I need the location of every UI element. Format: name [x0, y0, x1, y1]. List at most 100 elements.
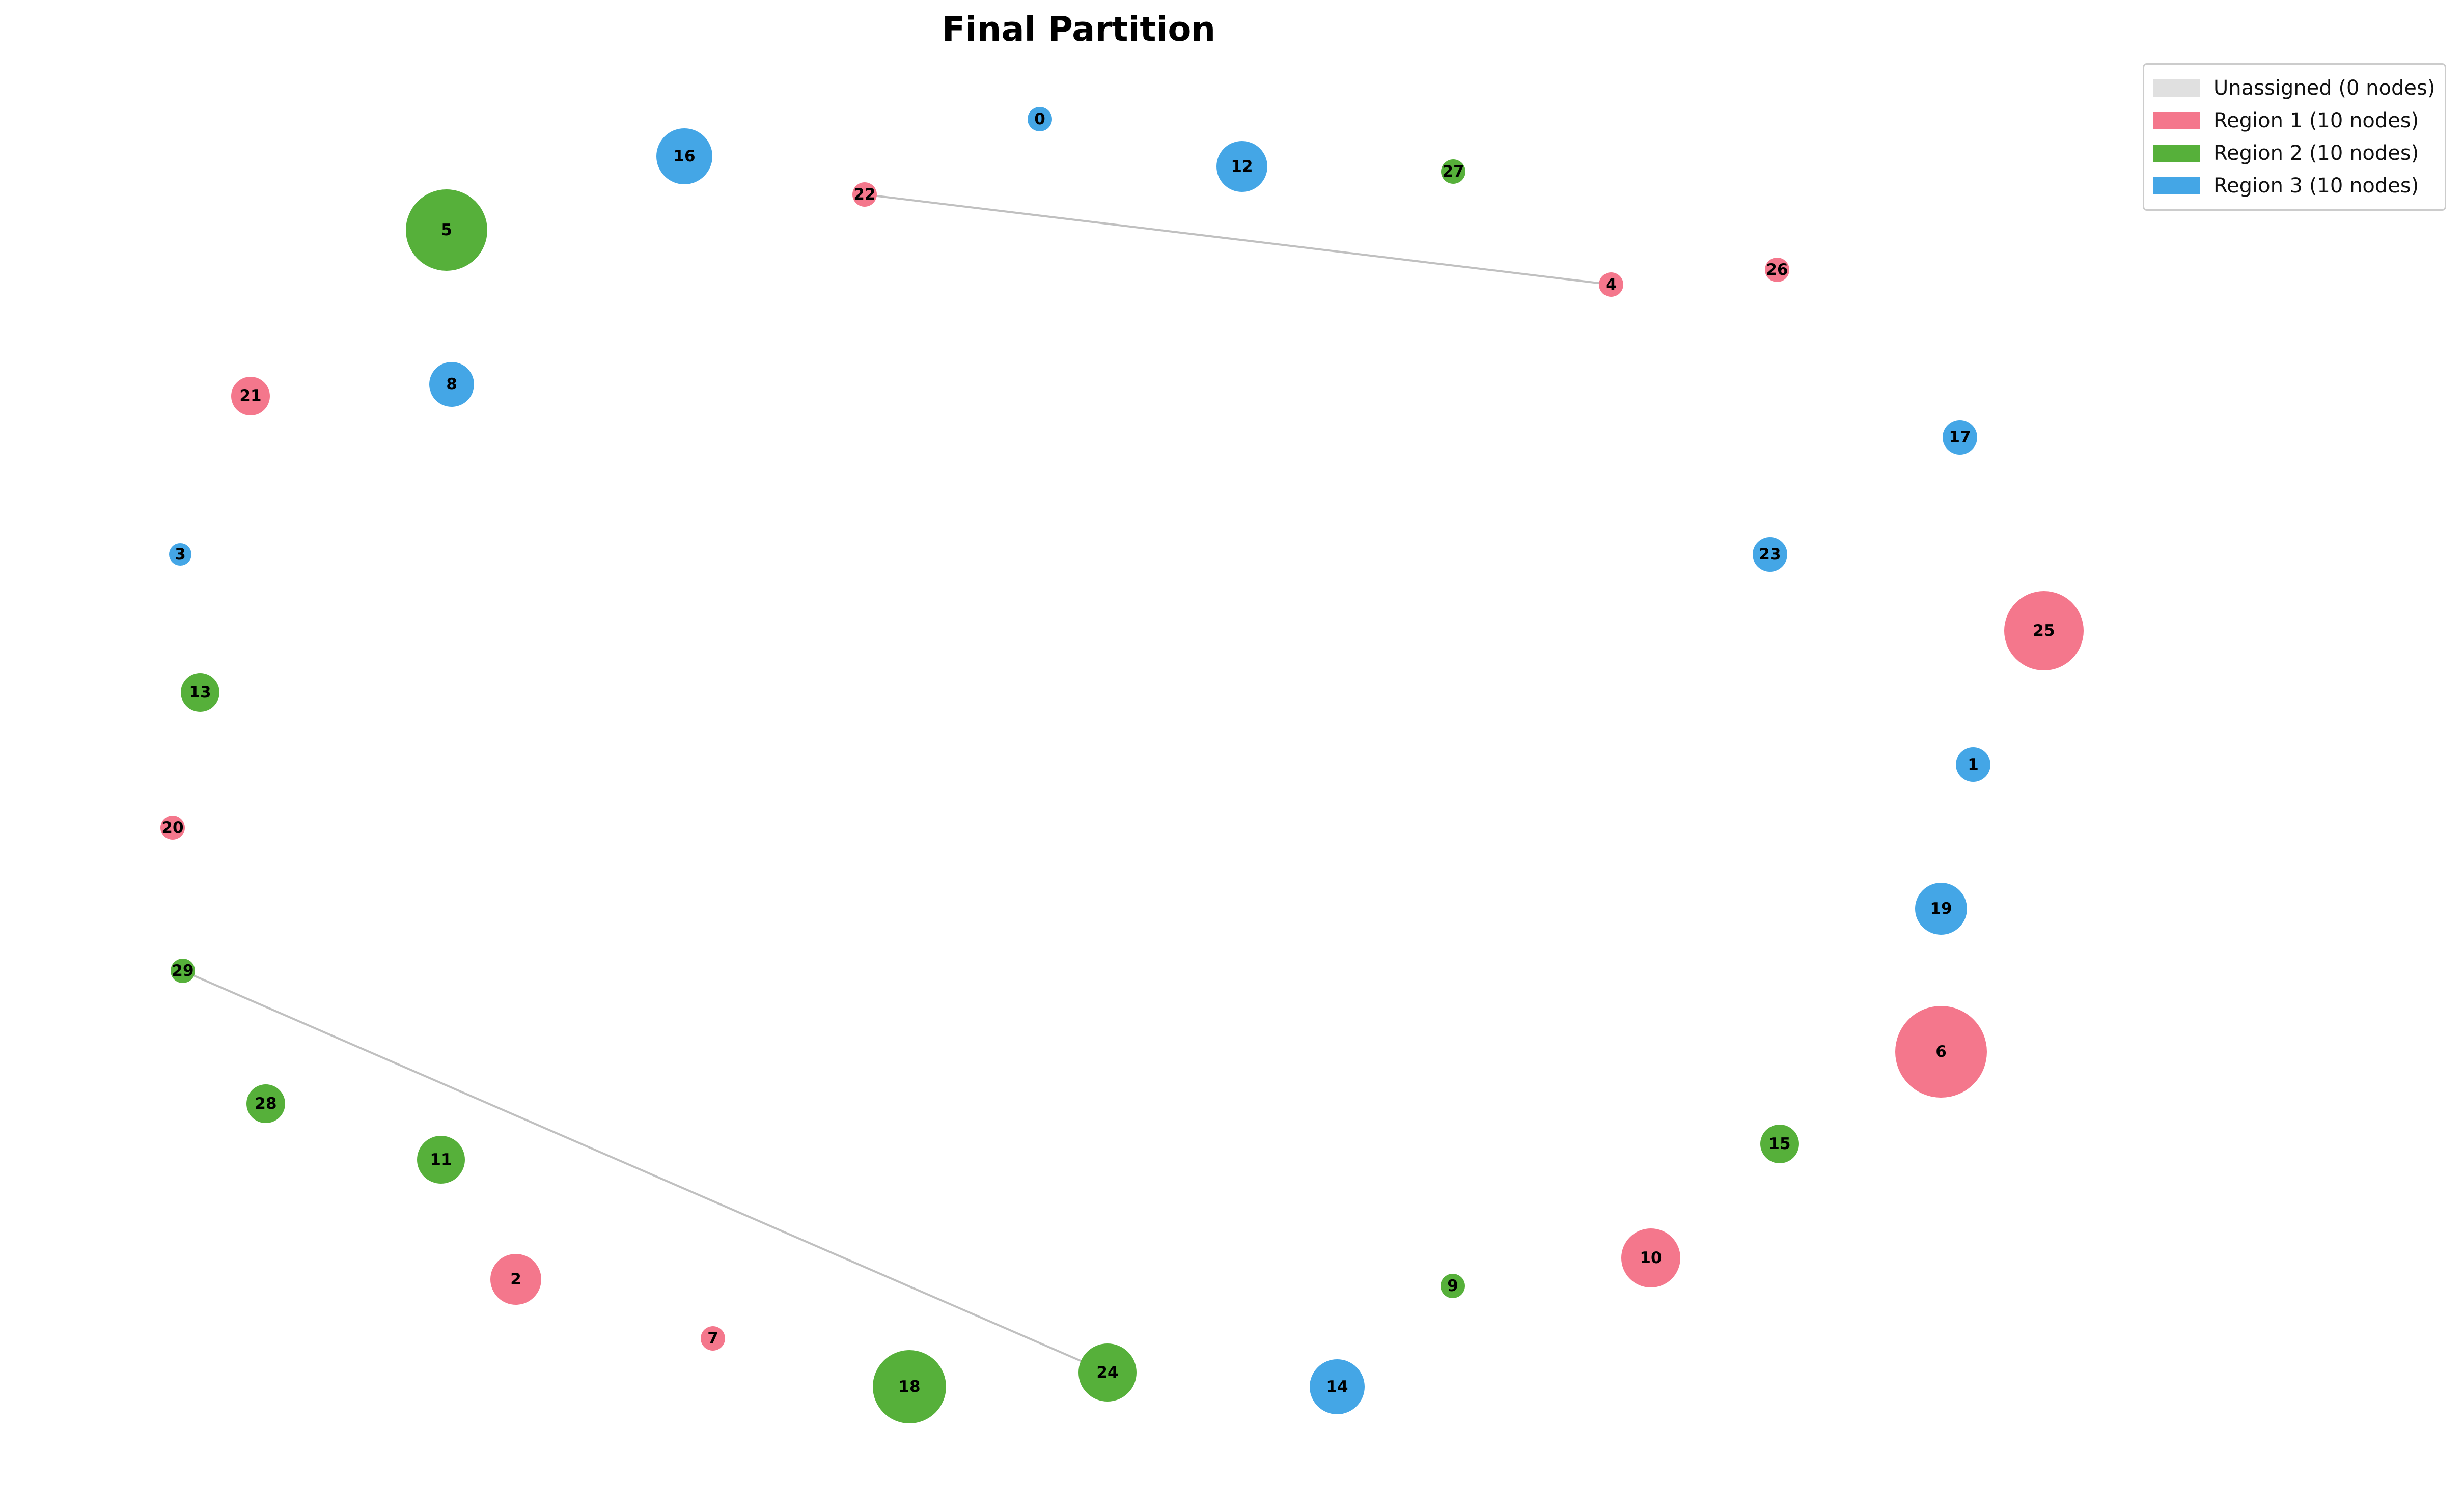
legend: Unassigned (0 nodes) Region 1 (10 nodes) R…	[2143, 63, 2446, 211]
node-circle	[701, 1326, 725, 1351]
node-15: 15	[1760, 1125, 1799, 1163]
node-circle	[1310, 1359, 1365, 1414]
node-circle	[1943, 420, 1977, 455]
node-circle	[231, 377, 270, 415]
node-circle	[246, 1084, 285, 1123]
node-17: 17	[1943, 420, 1977, 455]
node-22: 22	[852, 182, 877, 207]
node-label: 4	[1606, 275, 1617, 294]
node-20: 20	[160, 816, 185, 840]
legend-item-region2: Region 2 (10 nodes)	[2153, 137, 2436, 170]
node-circle	[1078, 1343, 1137, 1402]
legend-item-region3: Region 3 (10 nodes)	[2153, 170, 2436, 202]
node-label: 2	[510, 1270, 521, 1289]
node-24: 24	[1078, 1343, 1137, 1402]
node-6: 6	[1895, 1006, 1987, 1098]
node-14: 14	[1310, 1359, 1365, 1414]
legend-swatch	[2153, 79, 2200, 97]
node-circle	[852, 182, 877, 207]
node-circle	[417, 1136, 465, 1184]
node-9: 9	[1441, 1274, 1465, 1298]
node-label: 22	[853, 185, 875, 204]
node-label: 25	[2033, 622, 2055, 640]
node-label: 10	[1640, 1249, 1662, 1267]
node-circle	[1599, 272, 1623, 297]
node-label: 21	[239, 387, 261, 405]
node-circle	[873, 1350, 946, 1423]
node-27: 27	[1441, 159, 1465, 184]
legend-swatch	[2153, 112, 2200, 129]
node-0: 0	[1028, 107, 1052, 131]
node-circle	[1956, 747, 1990, 782]
node-label: 13	[189, 683, 211, 702]
node-label: 17	[1949, 428, 1971, 446]
node-label: 19	[1930, 900, 1952, 918]
node-7: 7	[701, 1326, 725, 1351]
node-12: 12	[1216, 141, 1267, 192]
node-label: 7	[707, 1329, 718, 1348]
node-circle	[1915, 883, 1967, 935]
node-circle	[1621, 1228, 1680, 1287]
legend-swatch	[2153, 145, 2200, 162]
node-circle	[1753, 537, 1787, 572]
node-circle	[181, 673, 219, 712]
legend-item-region1: Region 1 (10 nodes)	[2153, 104, 2436, 137]
node-circle	[1441, 159, 1465, 184]
node-26: 26	[1765, 258, 1789, 282]
node-circle	[429, 362, 474, 407]
node-18: 18	[873, 1350, 946, 1423]
node-circle	[1028, 107, 1052, 131]
node-11: 11	[417, 1136, 465, 1184]
node-circle	[1216, 141, 1267, 192]
node-label: 3	[175, 545, 186, 564]
node-label: 14	[1326, 1378, 1348, 1396]
node-circle	[406, 189, 487, 271]
chart-title: Final Partition	[942, 9, 1216, 49]
node-circle	[1895, 1006, 1987, 1098]
legend-label: Region 3 (10 nodes)	[2213, 174, 2419, 198]
node-circle	[490, 1254, 541, 1305]
node-label: 8	[446, 375, 457, 394]
node-label: 1	[1968, 755, 1979, 774]
node-3: 3	[169, 543, 191, 566]
node-label: 16	[673, 147, 695, 165]
node-21: 21	[231, 377, 270, 415]
node-label: 11	[430, 1151, 452, 1169]
node-label: 29	[172, 962, 193, 980]
node-circle	[171, 959, 195, 983]
node-label: 26	[1766, 261, 1788, 279]
legend-label: Region 2 (10 nodes)	[2213, 142, 2419, 165]
node-5: 5	[406, 189, 487, 271]
node-circle	[1765, 258, 1789, 282]
node-28: 28	[246, 1084, 285, 1123]
node-23: 23	[1753, 537, 1787, 572]
node-label: 0	[1034, 110, 1045, 128]
node-19: 19	[1915, 883, 1967, 935]
node-label: 5	[441, 221, 452, 239]
edge-29-24	[182, 970, 1108, 1374]
node-circle	[160, 816, 185, 840]
node-29: 29	[171, 959, 195, 983]
legend-swatch	[2153, 177, 2200, 194]
node-8: 8	[429, 362, 474, 407]
legend-item-unassigned: Unassigned (0 nodes)	[2153, 72, 2436, 104]
node-13: 13	[181, 673, 219, 712]
node-circle	[1441, 1274, 1465, 1298]
node-1: 1	[1956, 747, 1990, 782]
node-label: 15	[1768, 1135, 1790, 1153]
node-circle	[1760, 1125, 1799, 1163]
node-circle	[169, 543, 191, 566]
node-label: 9	[1447, 1277, 1458, 1295]
legend-label: Region 1 (10 nodes)	[2213, 109, 2419, 132]
nodes-layer: 0123456789101112131415161718192021222324…	[160, 107, 2084, 1423]
node-label: 23	[1759, 545, 1781, 564]
node-label: 6	[1935, 1043, 1947, 1061]
edges-layer	[182, 193, 1612, 1374]
node-label: 18	[898, 1378, 920, 1396]
node-4: 4	[1599, 272, 1623, 297]
node-circle	[656, 128, 712, 184]
edge-22-4	[864, 193, 1612, 286]
node-label: 28	[255, 1095, 276, 1113]
node-25: 25	[2004, 591, 2084, 670]
